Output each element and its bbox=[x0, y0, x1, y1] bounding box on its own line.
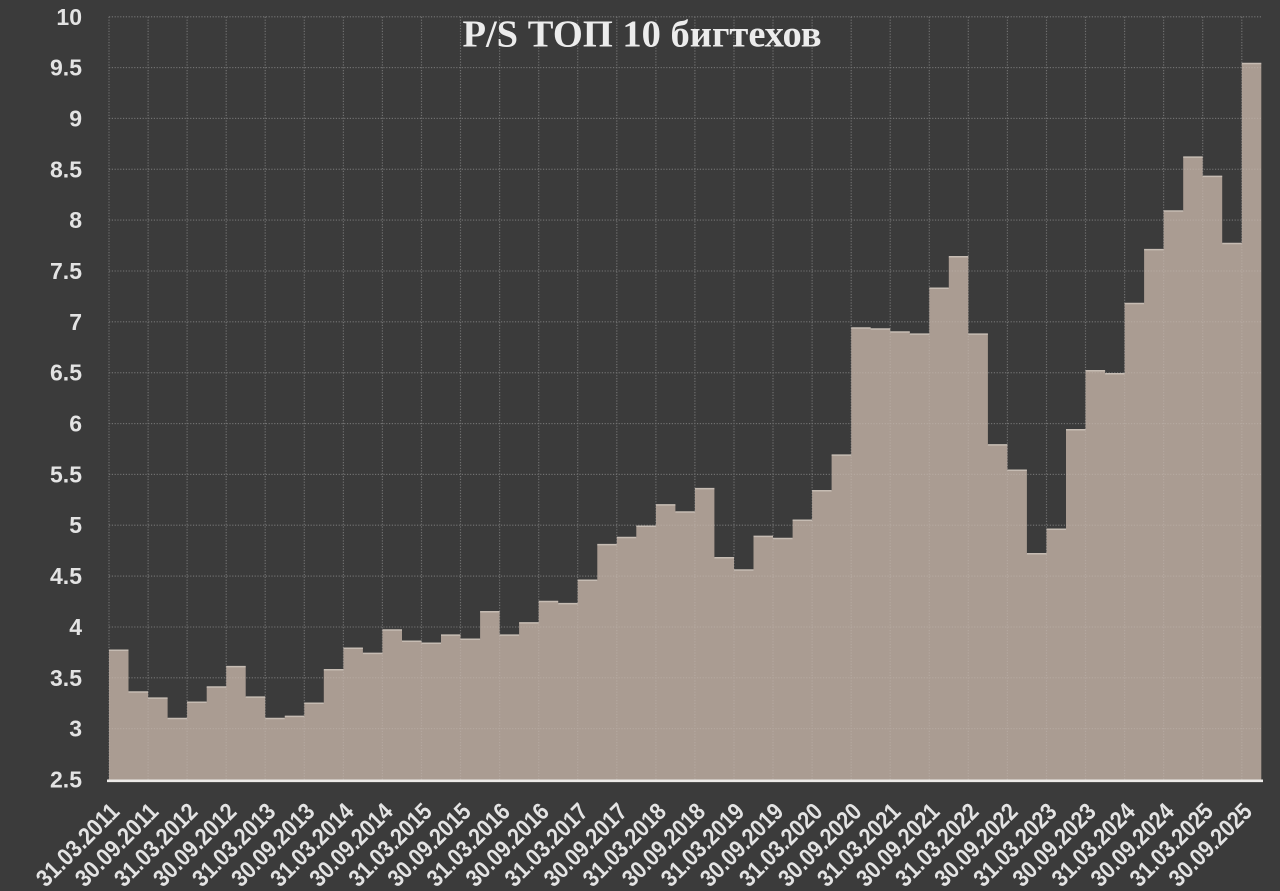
svg-text:5: 5 bbox=[69, 512, 82, 538]
svg-text:7: 7 bbox=[69, 309, 82, 335]
svg-text:2.5: 2.5 bbox=[50, 767, 82, 793]
svg-text:4: 4 bbox=[69, 614, 82, 640]
svg-text:9: 9 bbox=[69, 105, 82, 131]
svg-text:6: 6 bbox=[69, 411, 82, 437]
svg-text:8: 8 bbox=[69, 207, 82, 233]
svg-text:4.5: 4.5 bbox=[50, 563, 82, 589]
svg-text:3.5: 3.5 bbox=[50, 665, 82, 691]
svg-text:5.5: 5.5 bbox=[50, 461, 82, 487]
svg-text:8.5: 8.5 bbox=[50, 156, 82, 182]
svg-text:3: 3 bbox=[69, 716, 82, 742]
svg-text:7.5: 7.5 bbox=[50, 258, 82, 284]
svg-text:P/S ТОП 10 бигтехов: P/S ТОП 10 бигтехов bbox=[462, 14, 821, 56]
svg-text:9.5: 9.5 bbox=[50, 55, 82, 81]
svg-text:10: 10 bbox=[56, 4, 82, 30]
svg-text:6.5: 6.5 bbox=[50, 360, 82, 386]
